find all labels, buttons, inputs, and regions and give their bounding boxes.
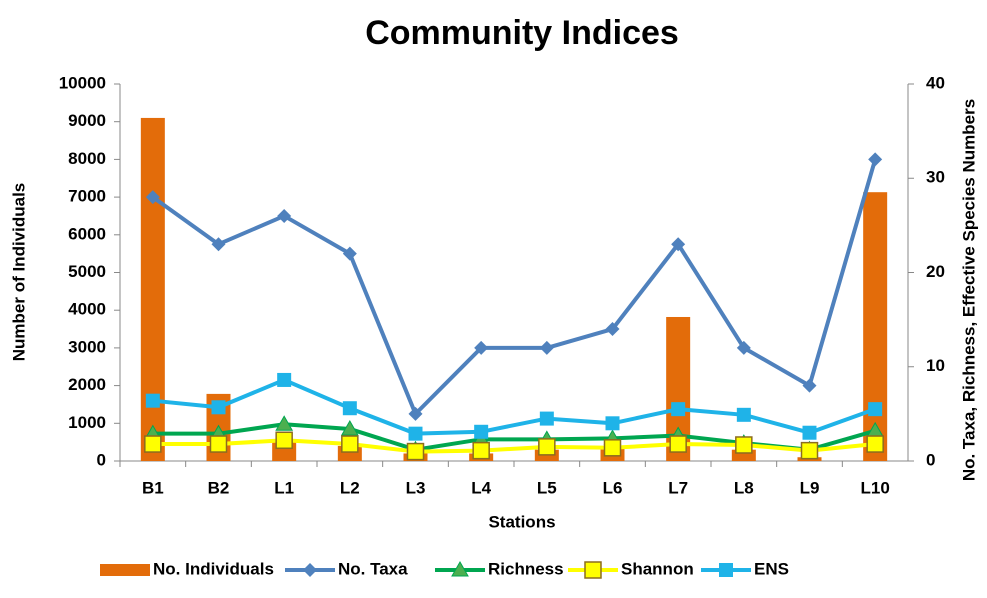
point xyxy=(277,208,292,223)
y-tick-label: 3000 xyxy=(68,337,106,356)
point xyxy=(538,438,556,456)
x-tick-label: L2 xyxy=(340,478,360,497)
y2-tick-label: 10 xyxy=(926,356,945,375)
point xyxy=(866,435,884,453)
y-tick-label: 1000 xyxy=(68,413,106,432)
point xyxy=(736,340,751,355)
point xyxy=(408,426,423,441)
point xyxy=(277,372,292,387)
point xyxy=(736,407,751,422)
point xyxy=(539,411,554,426)
legend-label: Shannon xyxy=(621,559,694,578)
legend-marker xyxy=(584,561,602,579)
point xyxy=(802,425,817,440)
y-tick-label: 10000 xyxy=(59,73,106,92)
point xyxy=(342,246,357,261)
y2-tick-label: 40 xyxy=(926,73,945,92)
point xyxy=(671,237,686,252)
x-tick-label: B2 xyxy=(208,478,230,497)
x-tick-label: B1 xyxy=(142,478,164,497)
x-axis-title: Stations xyxy=(488,512,555,531)
legend-marker xyxy=(719,563,733,577)
y-tick-label: 9000 xyxy=(68,111,106,130)
line xyxy=(152,438,876,454)
bar xyxy=(731,449,756,461)
y-tick-label: 2000 xyxy=(68,375,106,394)
point xyxy=(275,431,293,450)
y-axis-title: Number of Individuals xyxy=(9,183,28,362)
legend-marker xyxy=(303,563,317,577)
x-tick-label: L10 xyxy=(861,478,890,497)
y2-tick-label: 0 xyxy=(926,450,935,469)
x-tick-label: L5 xyxy=(537,478,557,497)
legend-label: ENS xyxy=(754,559,789,578)
point xyxy=(603,439,622,457)
point xyxy=(211,237,226,252)
line xyxy=(152,377,876,436)
legend-label: No. Taxa xyxy=(338,559,408,578)
point xyxy=(145,190,160,205)
point xyxy=(539,340,554,355)
bar xyxy=(140,117,165,462)
point xyxy=(406,442,425,461)
x-tick-label: L9 xyxy=(800,478,820,497)
x-tick-label: L8 xyxy=(734,478,754,497)
legend-swatch xyxy=(100,564,150,576)
point xyxy=(144,435,162,453)
point xyxy=(340,419,359,436)
y-tick-label: 8000 xyxy=(68,149,106,168)
point xyxy=(209,435,228,453)
legend-label: No. Individuals xyxy=(153,559,274,578)
point xyxy=(735,436,753,454)
point xyxy=(605,416,620,431)
point xyxy=(800,441,819,460)
point xyxy=(802,378,817,393)
point xyxy=(472,441,490,460)
point xyxy=(275,415,294,431)
point xyxy=(342,401,357,416)
y2-tick-label: 30 xyxy=(926,168,945,187)
bar xyxy=(863,192,888,461)
x-tick-label: L4 xyxy=(471,478,491,497)
y2-axis-title: No. Taxa, Richness, Effective Species Nu… xyxy=(959,99,978,481)
legend-marker xyxy=(451,560,469,577)
y-tick-label: 5000 xyxy=(68,262,106,281)
point xyxy=(669,435,687,453)
point xyxy=(605,322,620,337)
x-tick-label: L7 xyxy=(668,478,688,497)
y-tick-label: 4000 xyxy=(68,300,106,319)
point xyxy=(868,402,883,417)
x-tick-label: L1 xyxy=(274,478,294,497)
legend-label: Richness xyxy=(488,559,564,578)
point xyxy=(868,152,883,167)
point xyxy=(341,435,359,453)
point xyxy=(145,393,160,408)
y2-tick-label: 20 xyxy=(926,262,945,281)
chart-title: Community Indices xyxy=(365,14,679,52)
point xyxy=(671,402,686,417)
y-tick-label: 7000 xyxy=(68,187,106,206)
point xyxy=(211,400,226,415)
y-tick-label: 0 xyxy=(97,450,106,469)
point xyxy=(474,340,489,355)
line xyxy=(151,158,878,416)
point xyxy=(408,406,423,421)
y-tick-label: 6000 xyxy=(68,224,106,243)
x-tick-label: L3 xyxy=(406,478,426,497)
x-tick-label: L6 xyxy=(603,478,623,497)
point xyxy=(474,424,489,439)
